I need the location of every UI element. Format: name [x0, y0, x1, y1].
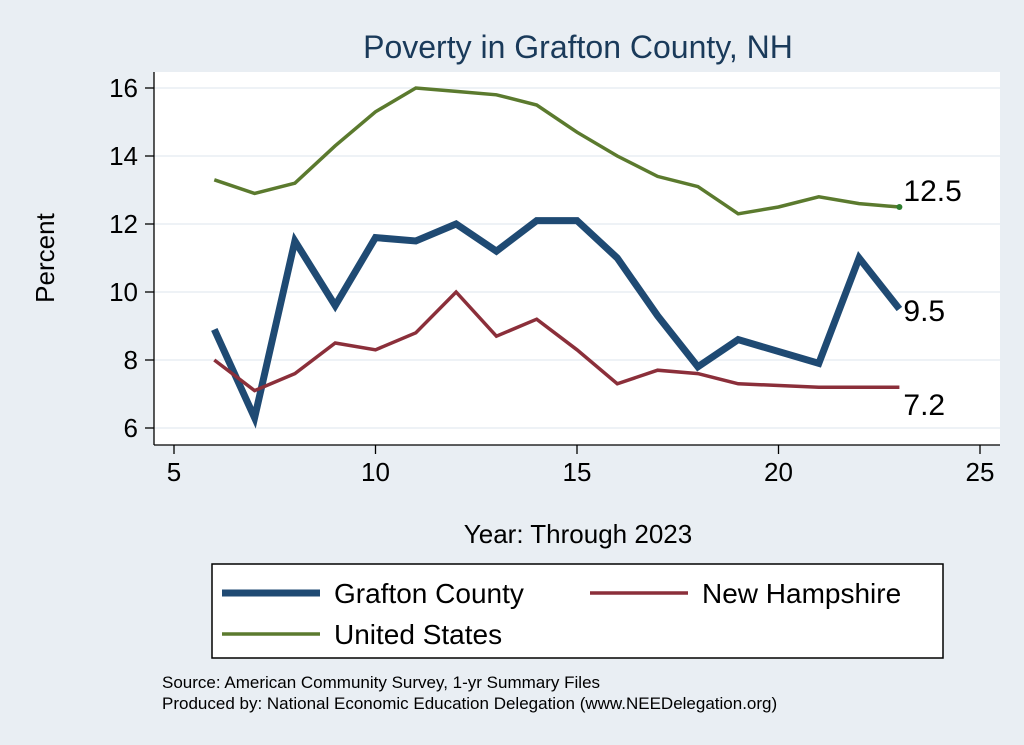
x-axis-title: Year: Through 2023 — [464, 519, 692, 549]
end-label-new-hampshire: 7.2 — [903, 389, 945, 422]
legend-label-new-hampshire: New Hampshire — [702, 578, 901, 609]
end-label-grafton-county: 9.5 — [903, 295, 945, 328]
y-tick-label: 14 — [109, 141, 138, 171]
series-line-new-hampshire — [213, 289, 900, 393]
chart-title: Poverty in Grafton County, NH — [363, 29, 793, 65]
legend — [211, 563, 944, 659]
x-tick-label: 10 — [361, 457, 390, 487]
series-line-united-states — [213, 86, 900, 216]
x-tick-label: 20 — [764, 457, 793, 487]
plot-area — [154, 72, 1000, 445]
end-point-marker — [896, 204, 903, 210]
y-tick-label: 16 — [109, 73, 138, 103]
y-tick-label: 6 — [124, 413, 138, 443]
y-axis-title: Percent — [30, 212, 60, 302]
y-tick-label: 10 — [109, 277, 138, 307]
axes: 6 8 10 12 14 16 5 10 15 20 25 — [109, 72, 1000, 487]
legend-label-united-states: United States — [334, 619, 502, 650]
producer-note: Produced by: National Economic Education… — [162, 694, 777, 713]
x-tick-label: 5 — [167, 457, 181, 487]
x-tick-label: 15 — [563, 457, 592, 487]
end-label-united-states: 12.5 — [903, 175, 961, 208]
series-line-grafton-county — [211, 217, 903, 429]
legend-items: Grafton County New Hampshire United States — [222, 578, 901, 650]
y-tick-label: 12 — [109, 209, 138, 239]
legend-label-grafton-county: Grafton County — [334, 578, 524, 609]
y-tick-label: 8 — [124, 345, 138, 375]
end-labels: 9.5 7.2 12.5 — [903, 175, 961, 422]
series-lines — [211, 86, 903, 429]
source-note: Source: American Community Survey, 1-yr … — [162, 673, 600, 692]
x-tick-label: 25 — [966, 457, 995, 487]
